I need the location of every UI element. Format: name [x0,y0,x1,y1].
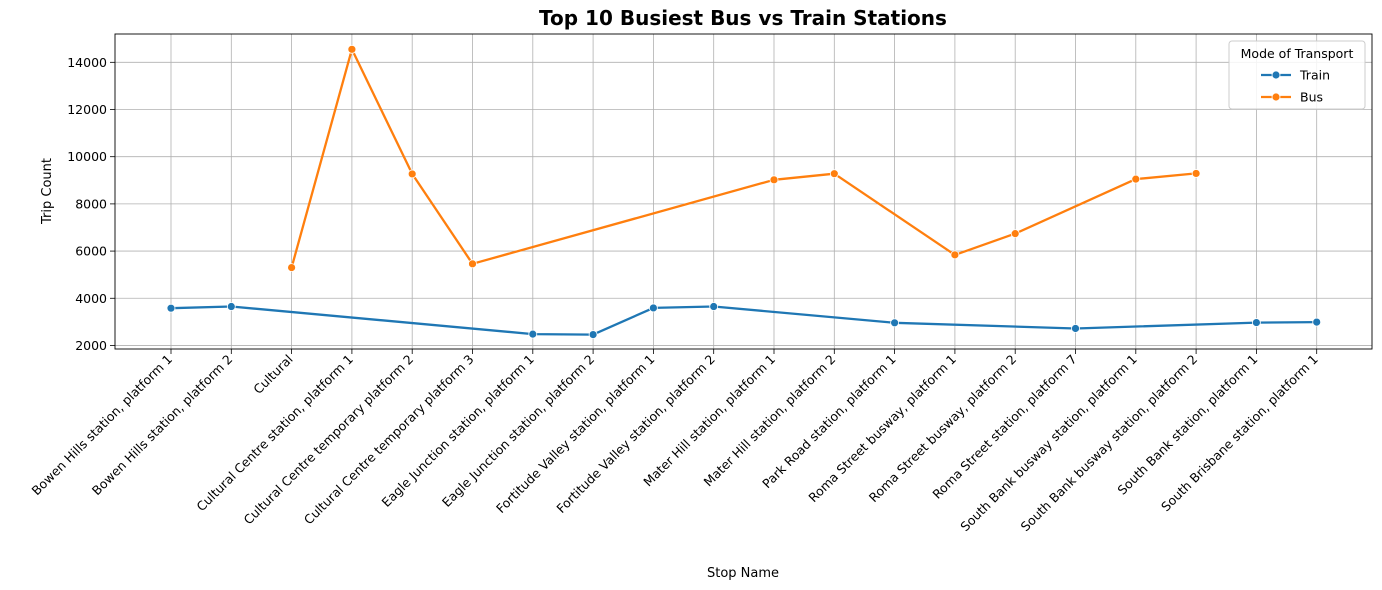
data-point-bus [1191,169,1201,178]
chart-title: Top 10 Busiest Bus vs Train Stations [539,6,947,30]
series-line-train [170,305,1317,336]
data-point-train [588,330,598,340]
grid [115,34,1372,349]
y-tick-label: 14000 [67,55,107,70]
data-point-bus [769,175,779,185]
data-point-train [649,303,658,313]
y-tick-label: 8000 [75,196,107,211]
legend: Mode of Transport Train Bus [1228,40,1366,110]
data-point-bus [1131,174,1141,184]
data-point-bus [468,259,477,269]
x-tick-label: Cultural [250,352,295,397]
plot-frame [114,33,1373,350]
legend-label-train: Train [1299,68,1330,83]
data-point-train [1312,317,1322,327]
legend-marker-train [1271,70,1281,80]
y-tick-label: 6000 [75,244,107,259]
data-point-train [226,302,236,311]
x-tick-label: Mater Hill station, platform 2 [701,352,839,490]
data-point-bus [347,44,357,54]
x-axis-label: Stop Name [707,566,779,581]
legend-marker-bus [1271,92,1281,102]
data-point-train [1071,324,1080,333]
data-point-bus [950,250,960,260]
data-point-bus [287,263,297,272]
y-axis-label: Trip Count [40,158,55,225]
data-point-train [1252,318,1261,327]
legend-label-bus: Bus [1300,90,1323,105]
series-line-bus [290,48,1197,268]
data-point-bus [407,169,417,179]
series-layer [166,44,1322,340]
y-tick-label: 4000 [75,291,107,306]
data-point-train [166,303,176,313]
data-point-train [709,302,719,311]
data-point-bus [1010,229,1020,239]
data-point-bus [829,169,839,179]
data-point-train [528,329,538,339]
y-tick-label: 12000 [67,102,107,117]
y-tick-label: 10000 [67,149,107,164]
x-tick-label: Mater Hill station, platform 1 [640,352,778,490]
legend-title: Mode of Transport [1241,46,1354,61]
data-point-train [890,318,899,328]
y-tick-label: 2000 [75,338,107,353]
legend-box [1228,40,1366,110]
